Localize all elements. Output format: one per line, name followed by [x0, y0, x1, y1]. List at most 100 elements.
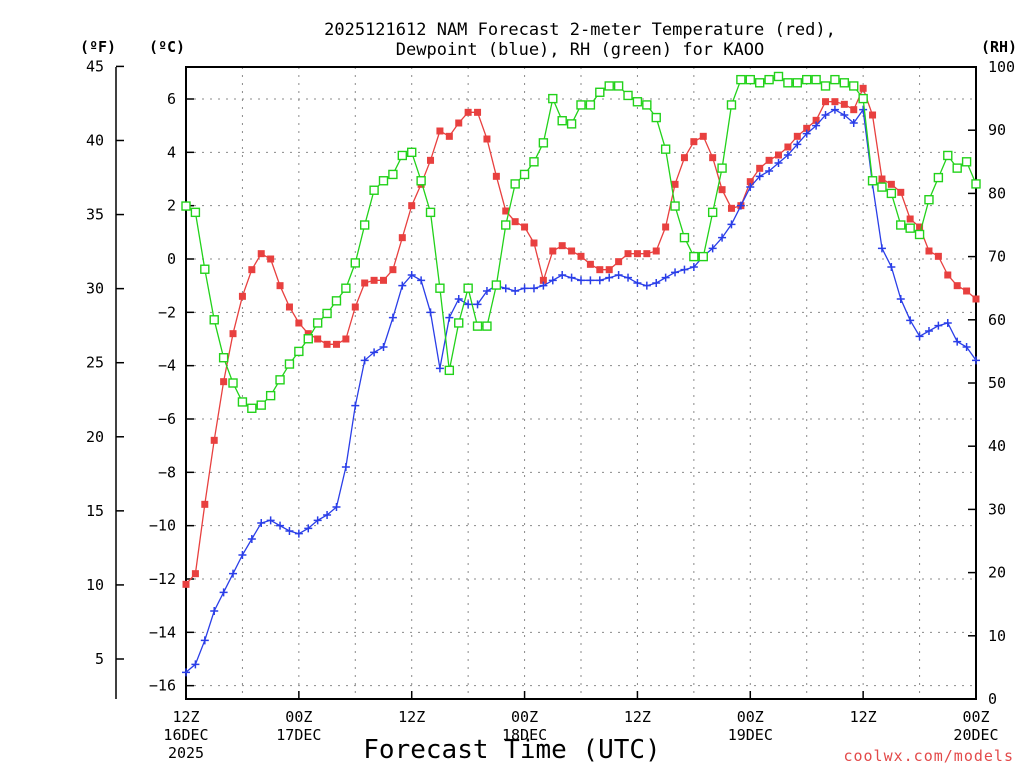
data-point [529, 157, 539, 167]
data-point [454, 295, 463, 303]
data-point [322, 308, 332, 319]
data-point [342, 335, 350, 343]
fahrenheit-tick-label: 25 [86, 354, 104, 372]
data-point [257, 519, 266, 527]
data-point [558, 271, 567, 279]
data-point [754, 78, 765, 88]
x-tick-label: 00Z [737, 708, 764, 726]
data-point [727, 204, 735, 212]
data-point [501, 284, 510, 293]
data-point [577, 276, 585, 285]
data-point [473, 300, 482, 309]
data-point [549, 247, 557, 255]
data-point [831, 98, 839, 106]
data-point [793, 132, 801, 140]
data-point [633, 250, 641, 258]
data-point [877, 182, 887, 192]
celsius-tick-label: −16 [149, 677, 176, 695]
x-tick-label: 19DEC [728, 726, 773, 744]
data-point [519, 169, 530, 180]
data-point [642, 100, 652, 110]
data-point [878, 175, 886, 183]
data-point [491, 280, 502, 290]
data-point [943, 319, 952, 327]
data-point [314, 335, 322, 343]
series-layer [181, 71, 981, 677]
data-point [379, 343, 388, 351]
data-point [718, 233, 727, 242]
x-tick-label: 00Z [962, 708, 989, 726]
data-point [464, 108, 472, 116]
data-point [933, 172, 944, 183]
data-point [238, 292, 246, 300]
data-point [652, 247, 660, 255]
data-point [698, 251, 708, 262]
data-point [463, 283, 473, 293]
data-point [247, 535, 256, 543]
axes: 6420−2−4−6−8−10−12−14−164540353025201510… [86, 57, 1015, 762]
celsius-tick-label: 2 [167, 197, 176, 215]
data-point [961, 157, 972, 167]
data-point [369, 185, 379, 195]
data-point [896, 295, 905, 303]
celsius-tick-label: −8 [158, 463, 176, 481]
data-point [680, 154, 688, 162]
data-point [812, 121, 821, 130]
data-point [378, 176, 389, 186]
data-point [746, 178, 754, 186]
data-point [595, 276, 604, 285]
data-point [407, 271, 416, 279]
rh-tick-label: 50 [988, 374, 1006, 392]
data-point [765, 156, 773, 164]
data-point [793, 140, 802, 149]
data-point [360, 356, 369, 365]
data-point [218, 353, 229, 363]
data-point [210, 607, 219, 615]
data-point [783, 78, 793, 88]
data-point [191, 570, 199, 578]
data-point [708, 244, 717, 253]
data-point [689, 263, 698, 271]
data-point [257, 250, 265, 258]
data-point [445, 132, 453, 140]
data-point [924, 195, 934, 205]
data-point [332, 503, 341, 511]
data-point [839, 78, 850, 88]
data-point [775, 151, 782, 159]
series-0 [182, 84, 980, 588]
gridlines [186, 67, 976, 699]
data-point [388, 169, 398, 180]
data-point [718, 186, 726, 194]
data-point [689, 251, 699, 262]
data-point [623, 90, 633, 101]
data-point [425, 207, 436, 218]
rh-tick-label: 70 [988, 248, 1006, 266]
data-point [266, 516, 275, 525]
data-point [671, 268, 680, 277]
data-point [745, 74, 755, 85]
data-point [201, 500, 209, 508]
data-point [802, 74, 812, 85]
data-point [963, 287, 971, 295]
data-point [869, 111, 877, 119]
data-point [190, 207, 201, 218]
data-point [303, 334, 313, 344]
data-point [351, 401, 360, 410]
data-point [596, 266, 604, 274]
data-point [323, 340, 331, 348]
data-point [746, 183, 755, 191]
data-point [182, 580, 190, 588]
data-point [511, 287, 520, 295]
data-point [811, 74, 821, 85]
data-point [445, 313, 454, 322]
data-point [840, 111, 849, 119]
data-point [944, 271, 952, 279]
data-point [539, 281, 548, 290]
data-point [577, 252, 585, 260]
data-point [200, 636, 209, 645]
data-point [916, 223, 924, 231]
data-point [962, 343, 971, 351]
data-point [464, 300, 473, 309]
data-point [539, 276, 547, 284]
data-point [764, 74, 774, 85]
